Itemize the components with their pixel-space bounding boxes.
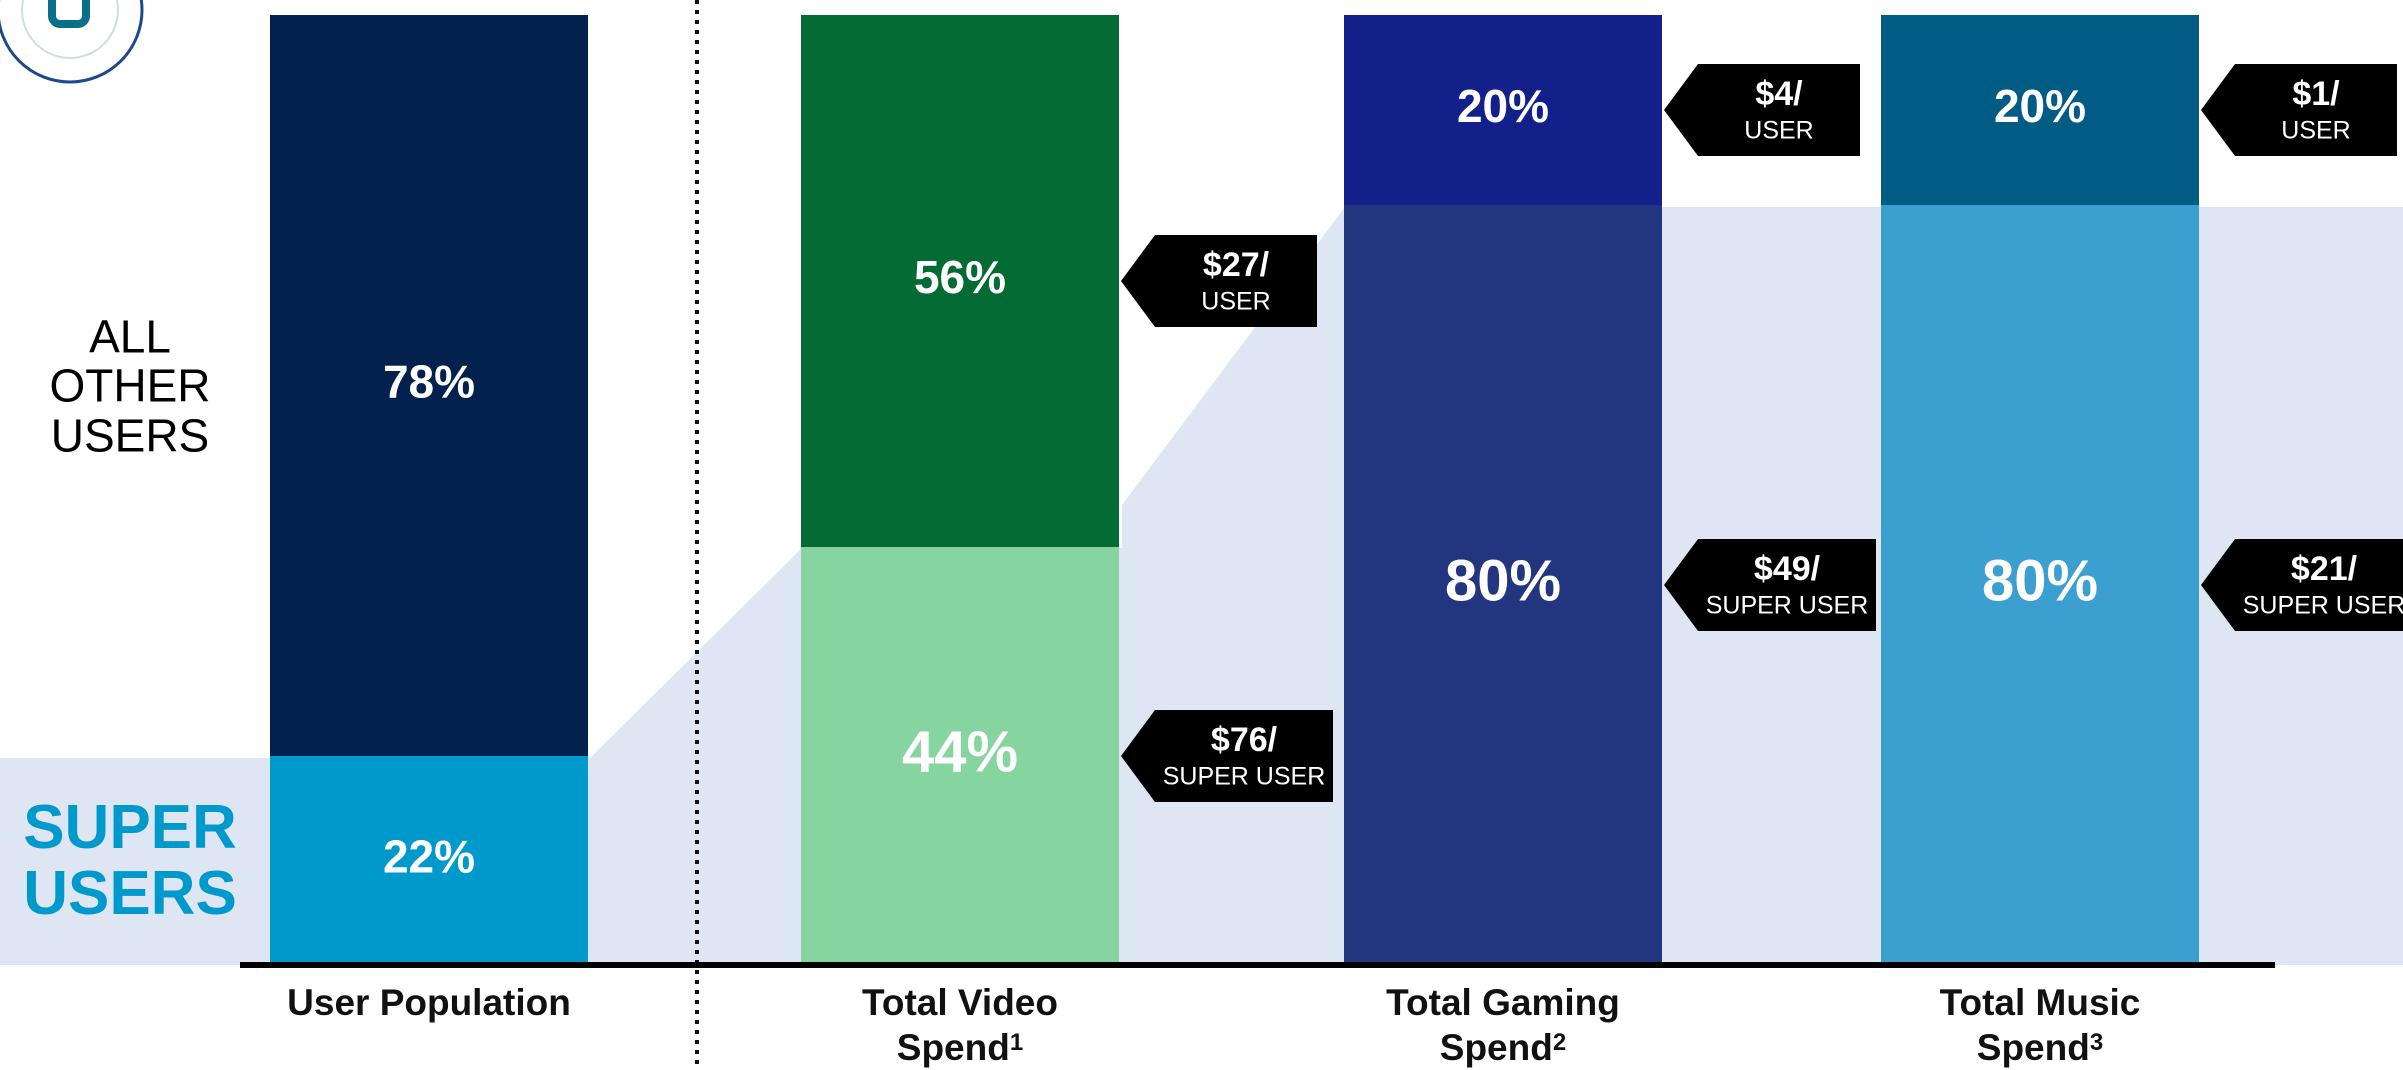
footnote-mark: 2 <box>1552 1029 1567 1057</box>
category-text: Total Gaming Spend <box>1386 982 1620 1069</box>
value-label: 44% <box>902 719 1018 784</box>
category-text: User Population <box>287 982 571 1023</box>
callout-shape <box>2201 64 2397 156</box>
logo <box>0 0 144 84</box>
spend-unit: SUPER USER <box>1163 763 1326 791</box>
bar-segment <box>1881 205 2199 965</box>
x-tick-label: Total Gaming Spend2 <box>1343 980 1663 1070</box>
spend-amount: $49/ <box>1754 550 1821 588</box>
spend-amount: $1/ <box>2292 75 2340 113</box>
spend-unit: USER <box>1744 117 1813 145</box>
value-label: 78% <box>383 356 475 408</box>
callout-shape <box>2201 539 2403 631</box>
spend-callout: $76/SUPER USER <box>1121 710 1333 802</box>
value-label: 20% <box>1994 80 2086 132</box>
spend-callout: $21/SUPER USER <box>2201 539 2403 631</box>
legend-label: SUPER USERS <box>23 792 237 929</box>
spend-callout: $4/USER <box>1664 64 1860 156</box>
super-user-band <box>0 207 2403 965</box>
bar-segment <box>270 15 588 756</box>
callout-shape <box>1121 235 1317 327</box>
value-label: 80% <box>1445 548 1561 613</box>
legend-label: ALL OTHER USERS <box>49 309 211 462</box>
spend-amount: $27/ <box>1203 246 1270 284</box>
spend-amount: $21/ <box>2291 550 2358 588</box>
callout-shape <box>1664 64 1860 156</box>
bar-segment <box>1881 15 2199 205</box>
spend-callout: $1/USER <box>2201 64 2397 156</box>
value-label: 22% <box>383 831 475 883</box>
x-tick-label: User Population <box>269 980 589 1025</box>
footnote-mark: 3 <box>2089 1029 2104 1057</box>
spend-amount: $76/ <box>1211 721 1278 759</box>
value-label: 20% <box>1457 80 1549 132</box>
category-text: Total Music Spend <box>1939 982 2141 1069</box>
footnote-mark: 1 <box>1009 1029 1024 1057</box>
spend-unit: USER <box>2281 117 2350 145</box>
bar-segment <box>801 547 1119 965</box>
x-tick-label: Total Video Spend1 <box>800 980 1120 1070</box>
bar-segment <box>801 15 1119 547</box>
bar-segment <box>1344 205 1662 965</box>
spend-callout: $49/SUPER USER <box>1664 539 1876 631</box>
callout-shape <box>1121 710 1333 802</box>
value-label: 56% <box>914 251 1006 303</box>
x-tick-label: Total Music Spend3 <box>1880 980 2200 1070</box>
spend-amount: $4/ <box>1755 75 1803 113</box>
spend-callout: $27/USER <box>1121 235 1317 327</box>
value-label: 80% <box>1982 548 2098 613</box>
bar-segment <box>1344 15 1662 205</box>
bar-segment <box>270 756 588 965</box>
category-text: Total Video Spend <box>862 982 1058 1069</box>
callout-shape <box>1664 539 1876 631</box>
spend-unit: SUPER USER <box>1706 592 1869 620</box>
spend-unit: USER <box>1201 288 1270 316</box>
spend-unit: SUPER USER <box>2243 592 2403 620</box>
